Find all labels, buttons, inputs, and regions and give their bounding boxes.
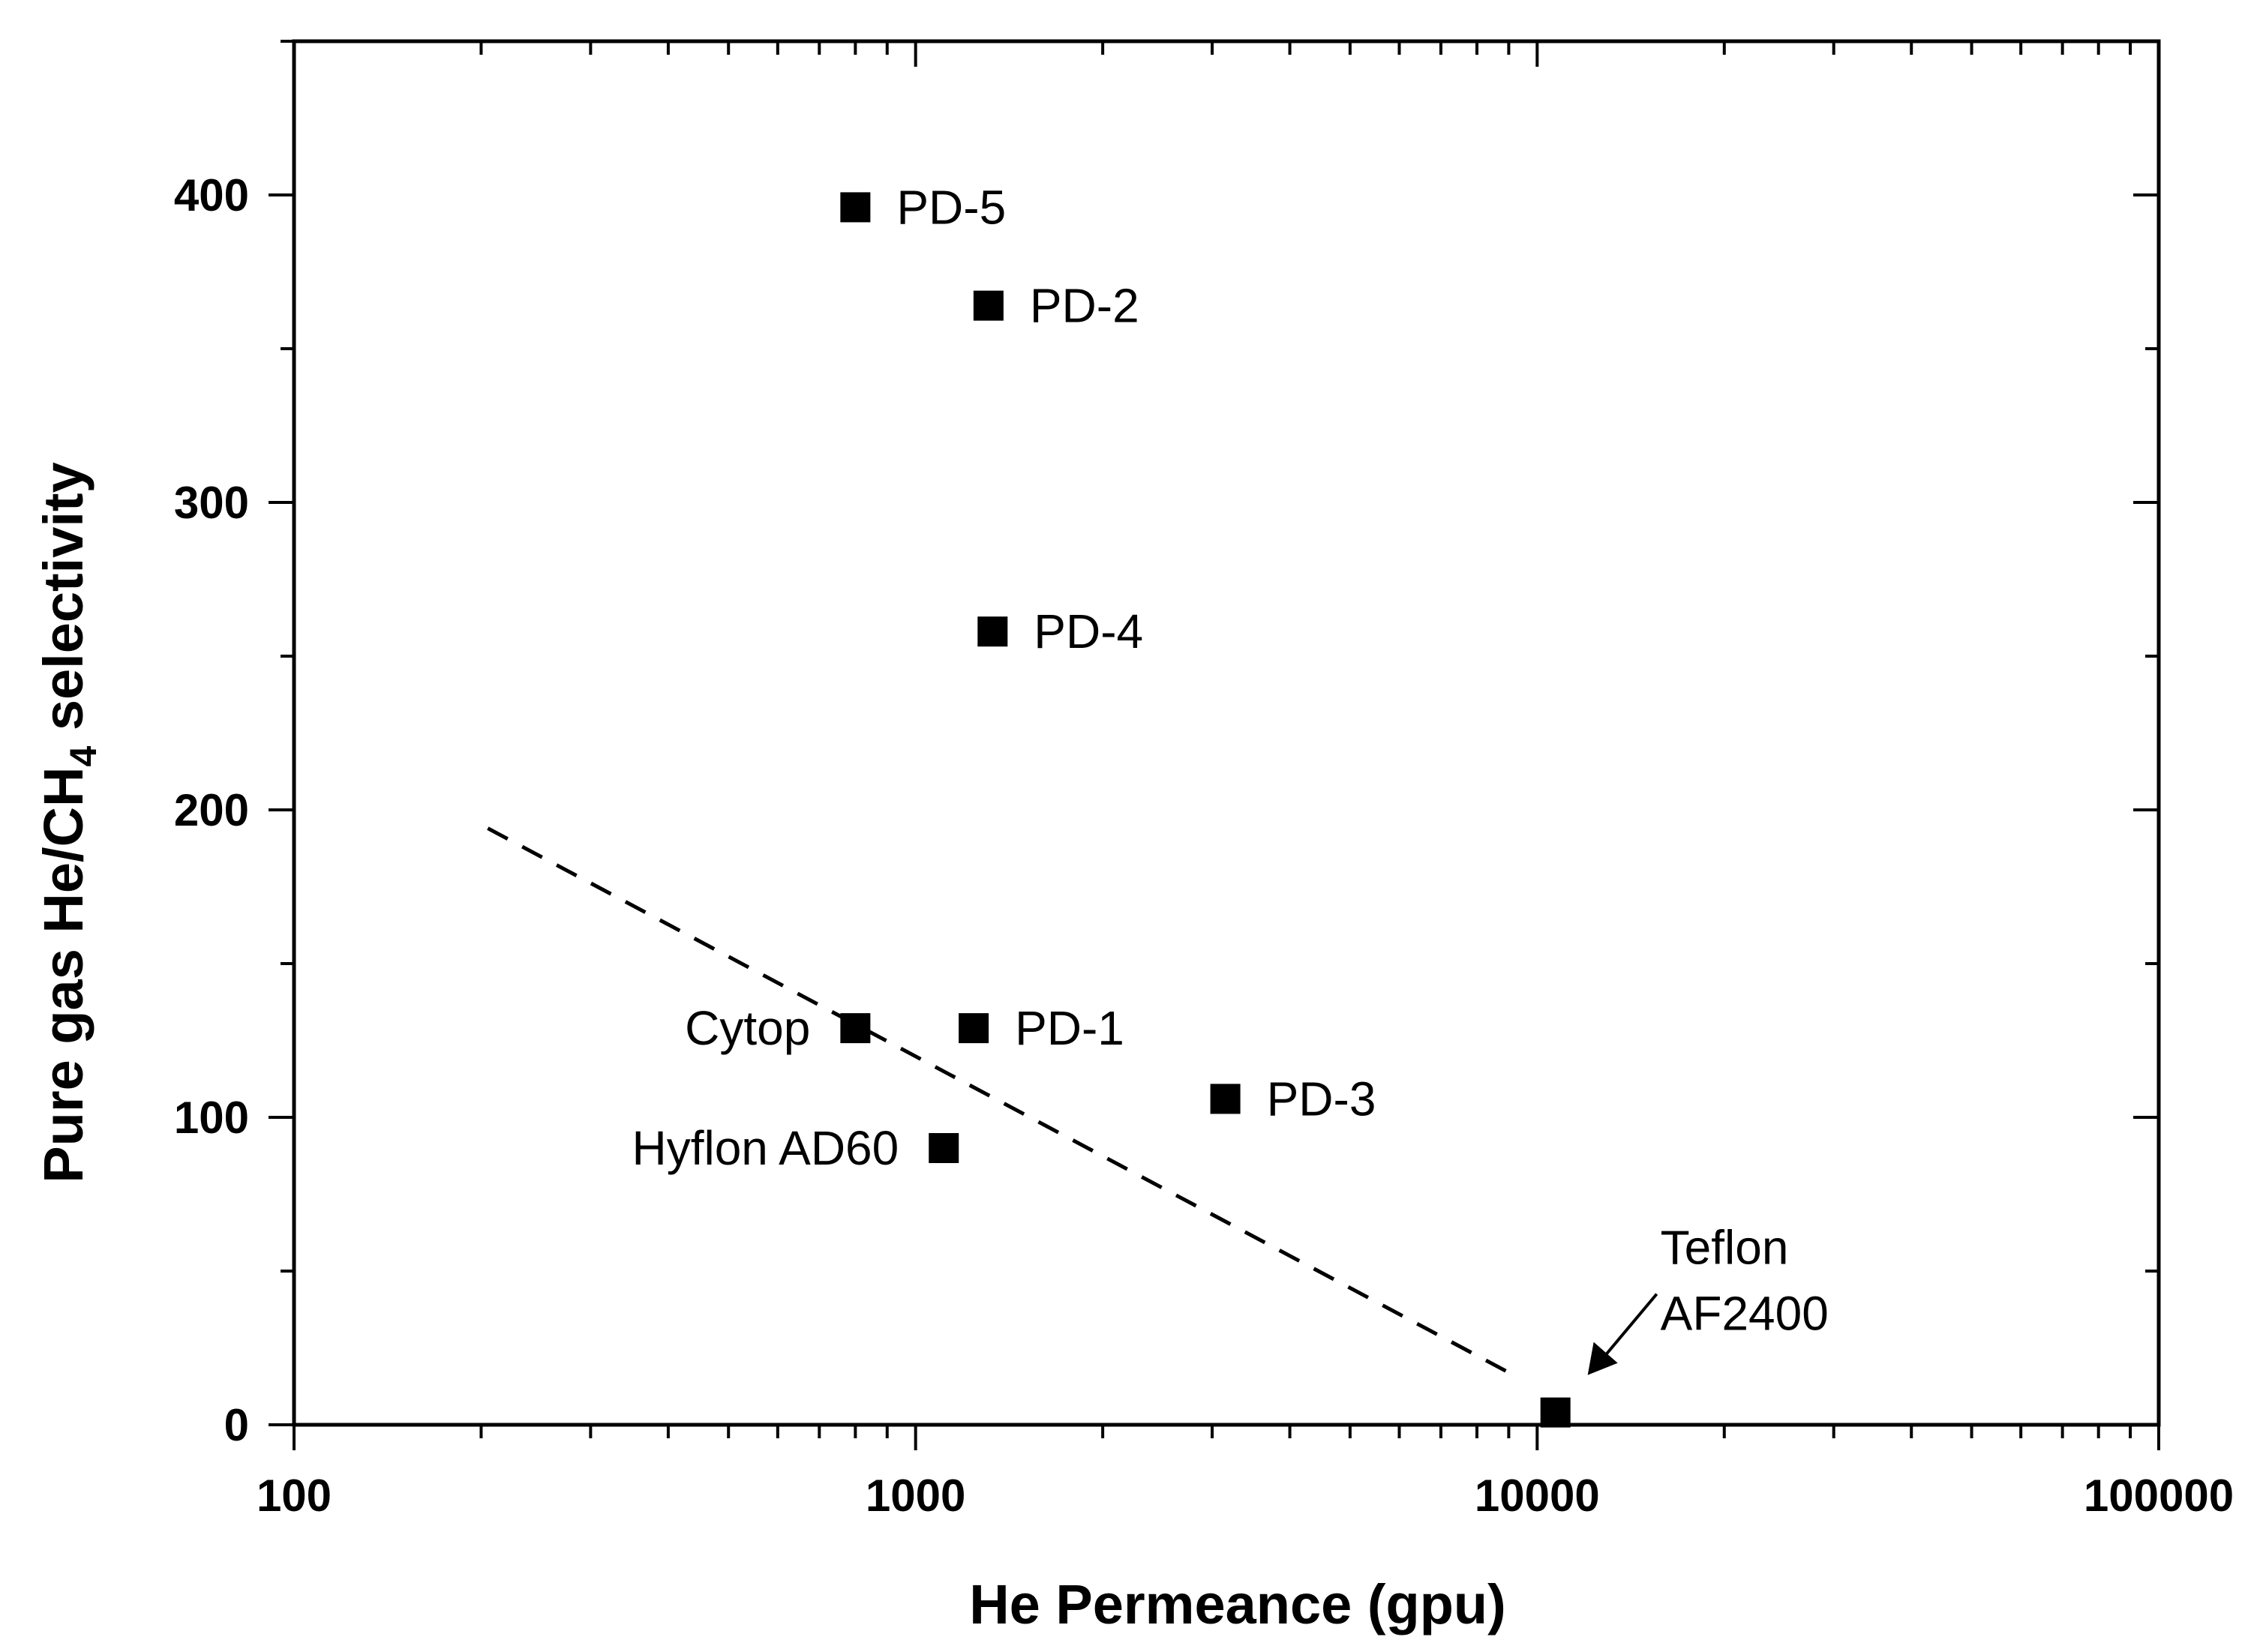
data-label: Hyflon AD60 bbox=[632, 1121, 899, 1175]
y-axis-title-subscript: 4 bbox=[62, 746, 104, 767]
data-label: PD-3 bbox=[1267, 1072, 1376, 1126]
data-point bbox=[929, 1133, 959, 1163]
y-axis-title: Pure gas He/CH4 selectivity bbox=[32, 462, 104, 1183]
y-tick-label: 0 bbox=[224, 1400, 249, 1450]
data-label: Teflon bbox=[1661, 1221, 1789, 1275]
x-tick-label: 10000 bbox=[1475, 1471, 1600, 1521]
data-point bbox=[840, 1013, 871, 1044]
data-point bbox=[973, 290, 1004, 321]
data-label: PD-2 bbox=[1030, 279, 1139, 333]
data-label: Cytop bbox=[685, 1001, 810, 1055]
data-point bbox=[1540, 1397, 1571, 1428]
data-point bbox=[1210, 1084, 1241, 1114]
x-tick-label: 100000 bbox=[2084, 1471, 2234, 1521]
data-points: PD-5 PD-2 PD-4 Cytop PD-1 PD-3 Hyflon AD60 Tefl… bbox=[632, 180, 1829, 1428]
data-label: PD-1 bbox=[1015, 1001, 1124, 1055]
annotation-arrow bbox=[1601, 1293, 1658, 1360]
data-point bbox=[840, 192, 871, 223]
y-tick-label: 200 bbox=[174, 785, 249, 835]
x-axis-title: He Permeance (gpu) bbox=[969, 1573, 1506, 1636]
data-point bbox=[959, 1013, 989, 1044]
annotation-arrowhead bbox=[1587, 1342, 1618, 1375]
y-tick-label: 400 bbox=[174, 170, 249, 220]
y-tick-label: 100 bbox=[174, 1093, 249, 1143]
data-label: PD-4 bbox=[1034, 604, 1143, 658]
x-tick-label: 100 bbox=[257, 1471, 332, 1521]
data-label: PD-5 bbox=[896, 180, 1006, 234]
data-point bbox=[977, 616, 1008, 647]
x-tick-label: 1000 bbox=[866, 1471, 965, 1521]
y-tick-label: 300 bbox=[174, 478, 249, 528]
y-axis-title-tail: selectivity bbox=[32, 462, 95, 745]
data-label: AF2400 bbox=[1661, 1287, 1829, 1341]
plot-frame bbox=[292, 39, 2161, 1427]
y-axis-title-main: Pure gas He/CH bbox=[32, 767, 95, 1183]
